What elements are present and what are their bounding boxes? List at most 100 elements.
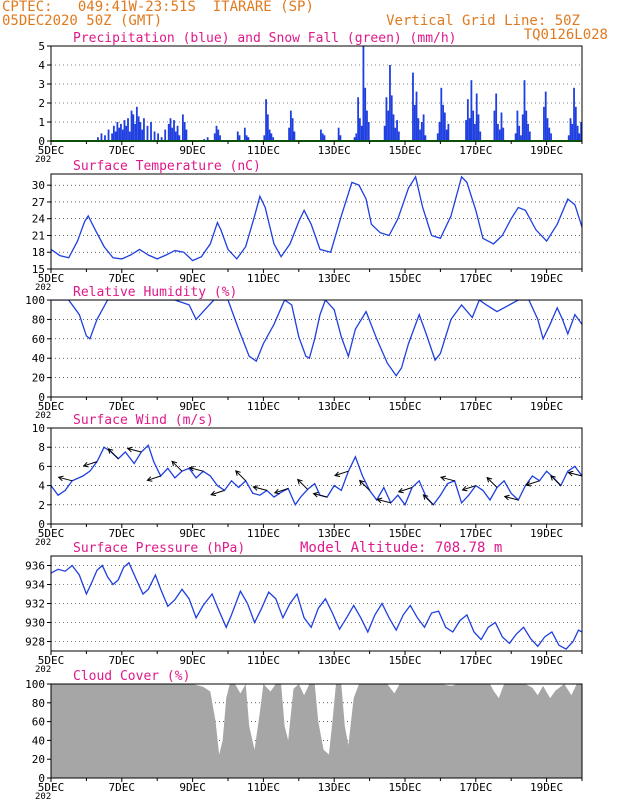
precipitation-bar (176, 125, 179, 141)
wind-arrow (423, 494, 434, 506)
precipitation-bar (390, 95, 393, 141)
wind-arrow (462, 485, 476, 491)
x-tick-label: 13DEC (318, 400, 351, 413)
precipitation-bar (128, 131, 131, 141)
wind-arrow-head (376, 497, 383, 504)
precipitation-bar (479, 131, 482, 141)
precipitation-bar (265, 99, 267, 141)
precipitation-bar (181, 114, 184, 141)
series-line (51, 561, 582, 650)
x-tick-label: 7DEC (109, 654, 136, 667)
precipitation-bar (571, 123, 574, 141)
precipitation-bar (219, 135, 221, 141)
wind-arrow-head (235, 470, 241, 476)
x-tick-label: 15DEC (388, 654, 421, 667)
precipitation-bar (135, 106, 138, 141)
precipitation-bar (245, 135, 248, 141)
precipitation-bar (247, 137, 250, 141)
wind-arrow (359, 480, 370, 491)
wind-arrow-head (171, 460, 178, 467)
precipitation-bar (121, 129, 124, 141)
y-tick-label: 60 (32, 716, 45, 729)
wind-arrows (57, 446, 583, 506)
precipitation-bar (291, 118, 294, 141)
y-tick-label: 80 (32, 697, 45, 710)
precipitation-bar (424, 135, 427, 141)
precipitation-bar (238, 135, 241, 141)
y-tick-label: 8 (38, 441, 45, 454)
x-tick-label: 9DEC (179, 400, 206, 413)
precipitation-bar (217, 129, 220, 141)
y-tick-label: 3 (38, 78, 45, 91)
precipitation-bar (104, 135, 106, 141)
wind-arrow (108, 448, 119, 460)
precipitation-bar (520, 135, 522, 141)
y-tick-label: 6 (38, 460, 45, 473)
precipitation-bar (268, 129, 271, 141)
wind-arrow-head (273, 488, 280, 495)
precipitation-bar (213, 133, 216, 141)
panel-frame (50, 173, 583, 270)
wind-arrow (253, 486, 268, 491)
x-tick-label: 5DEC (38, 527, 65, 540)
wind-arrow (440, 476, 455, 482)
panel-frame (50, 683, 583, 779)
precipitation-bar (394, 127, 397, 141)
x-tick-label: 5DEC (38, 144, 65, 157)
header-run-time: 05DEC2020 50Z (GMT) (2, 13, 163, 29)
precipitation-bar (139, 122, 142, 141)
precipitation-bar (293, 131, 296, 141)
precipitation-bar (389, 65, 391, 141)
x-tick-label: 7DEC (109, 527, 136, 540)
precipitation-bar (134, 123, 136, 141)
wind-arrow-head (358, 479, 365, 486)
x-year-label: 202 (35, 538, 51, 548)
precipitation-bar (546, 118, 549, 141)
y-tick-label: 27 (32, 196, 45, 209)
x-year-label: 202 (35, 411, 51, 421)
y-tick-label: 928 (25, 636, 45, 649)
precipitation-bar (548, 127, 551, 141)
y-tick-label: 2 (38, 499, 45, 512)
wind-arrow (550, 475, 562, 486)
precipitation-bar (518, 125, 521, 141)
x-tick-label: 13DEC (318, 272, 351, 285)
precipitation-bar (550, 133, 552, 141)
x-tick-label: 9DEC (179, 527, 206, 540)
x-tick-label: 11DEC (247, 527, 280, 540)
x-tick-label: 11DEC (247, 272, 280, 285)
wind-arrow (274, 488, 289, 494)
x-tick-label: 5DEC (38, 400, 65, 413)
precipitation-bar (288, 127, 290, 141)
wind-arrow-head (146, 476, 153, 482)
precipitation-bar (263, 135, 266, 141)
x-tick-label: 13DEC (318, 527, 351, 540)
precipitation-bar (150, 122, 152, 141)
precipitation-bar (412, 72, 414, 141)
x-tick-label: 19DEC (530, 654, 563, 667)
x-tick-label: 17DEC (459, 144, 492, 157)
precipitation-bar (337, 127, 340, 141)
precipitation-bar (396, 120, 398, 141)
precipitation-bar (521, 114, 524, 141)
precipitation-bar (153, 131, 156, 141)
precipitation-bar (419, 129, 421, 141)
x-tick-label: 17DEC (459, 781, 492, 794)
precipitation-bar (243, 127, 246, 141)
precipitation-bar (174, 131, 177, 141)
y-tick-label: 24 (32, 213, 46, 226)
precipitation-bar (364, 87, 367, 141)
precipitation-bar (146, 125, 149, 141)
y-tick-label: 60 (32, 333, 45, 346)
y-tick-label: 10 (32, 422, 45, 435)
precipitation-bar (130, 110, 133, 141)
x-tick-label: 11DEC (247, 400, 280, 413)
wind-arrow-head (567, 470, 574, 477)
precipitation-bar (116, 122, 119, 141)
precipitation-bar (383, 125, 386, 141)
wind-arrow-head (334, 471, 341, 477)
precipitation-bar (157, 133, 159, 141)
precipitation-bar (339, 135, 342, 141)
x-tick-label: 13DEC (318, 654, 351, 667)
